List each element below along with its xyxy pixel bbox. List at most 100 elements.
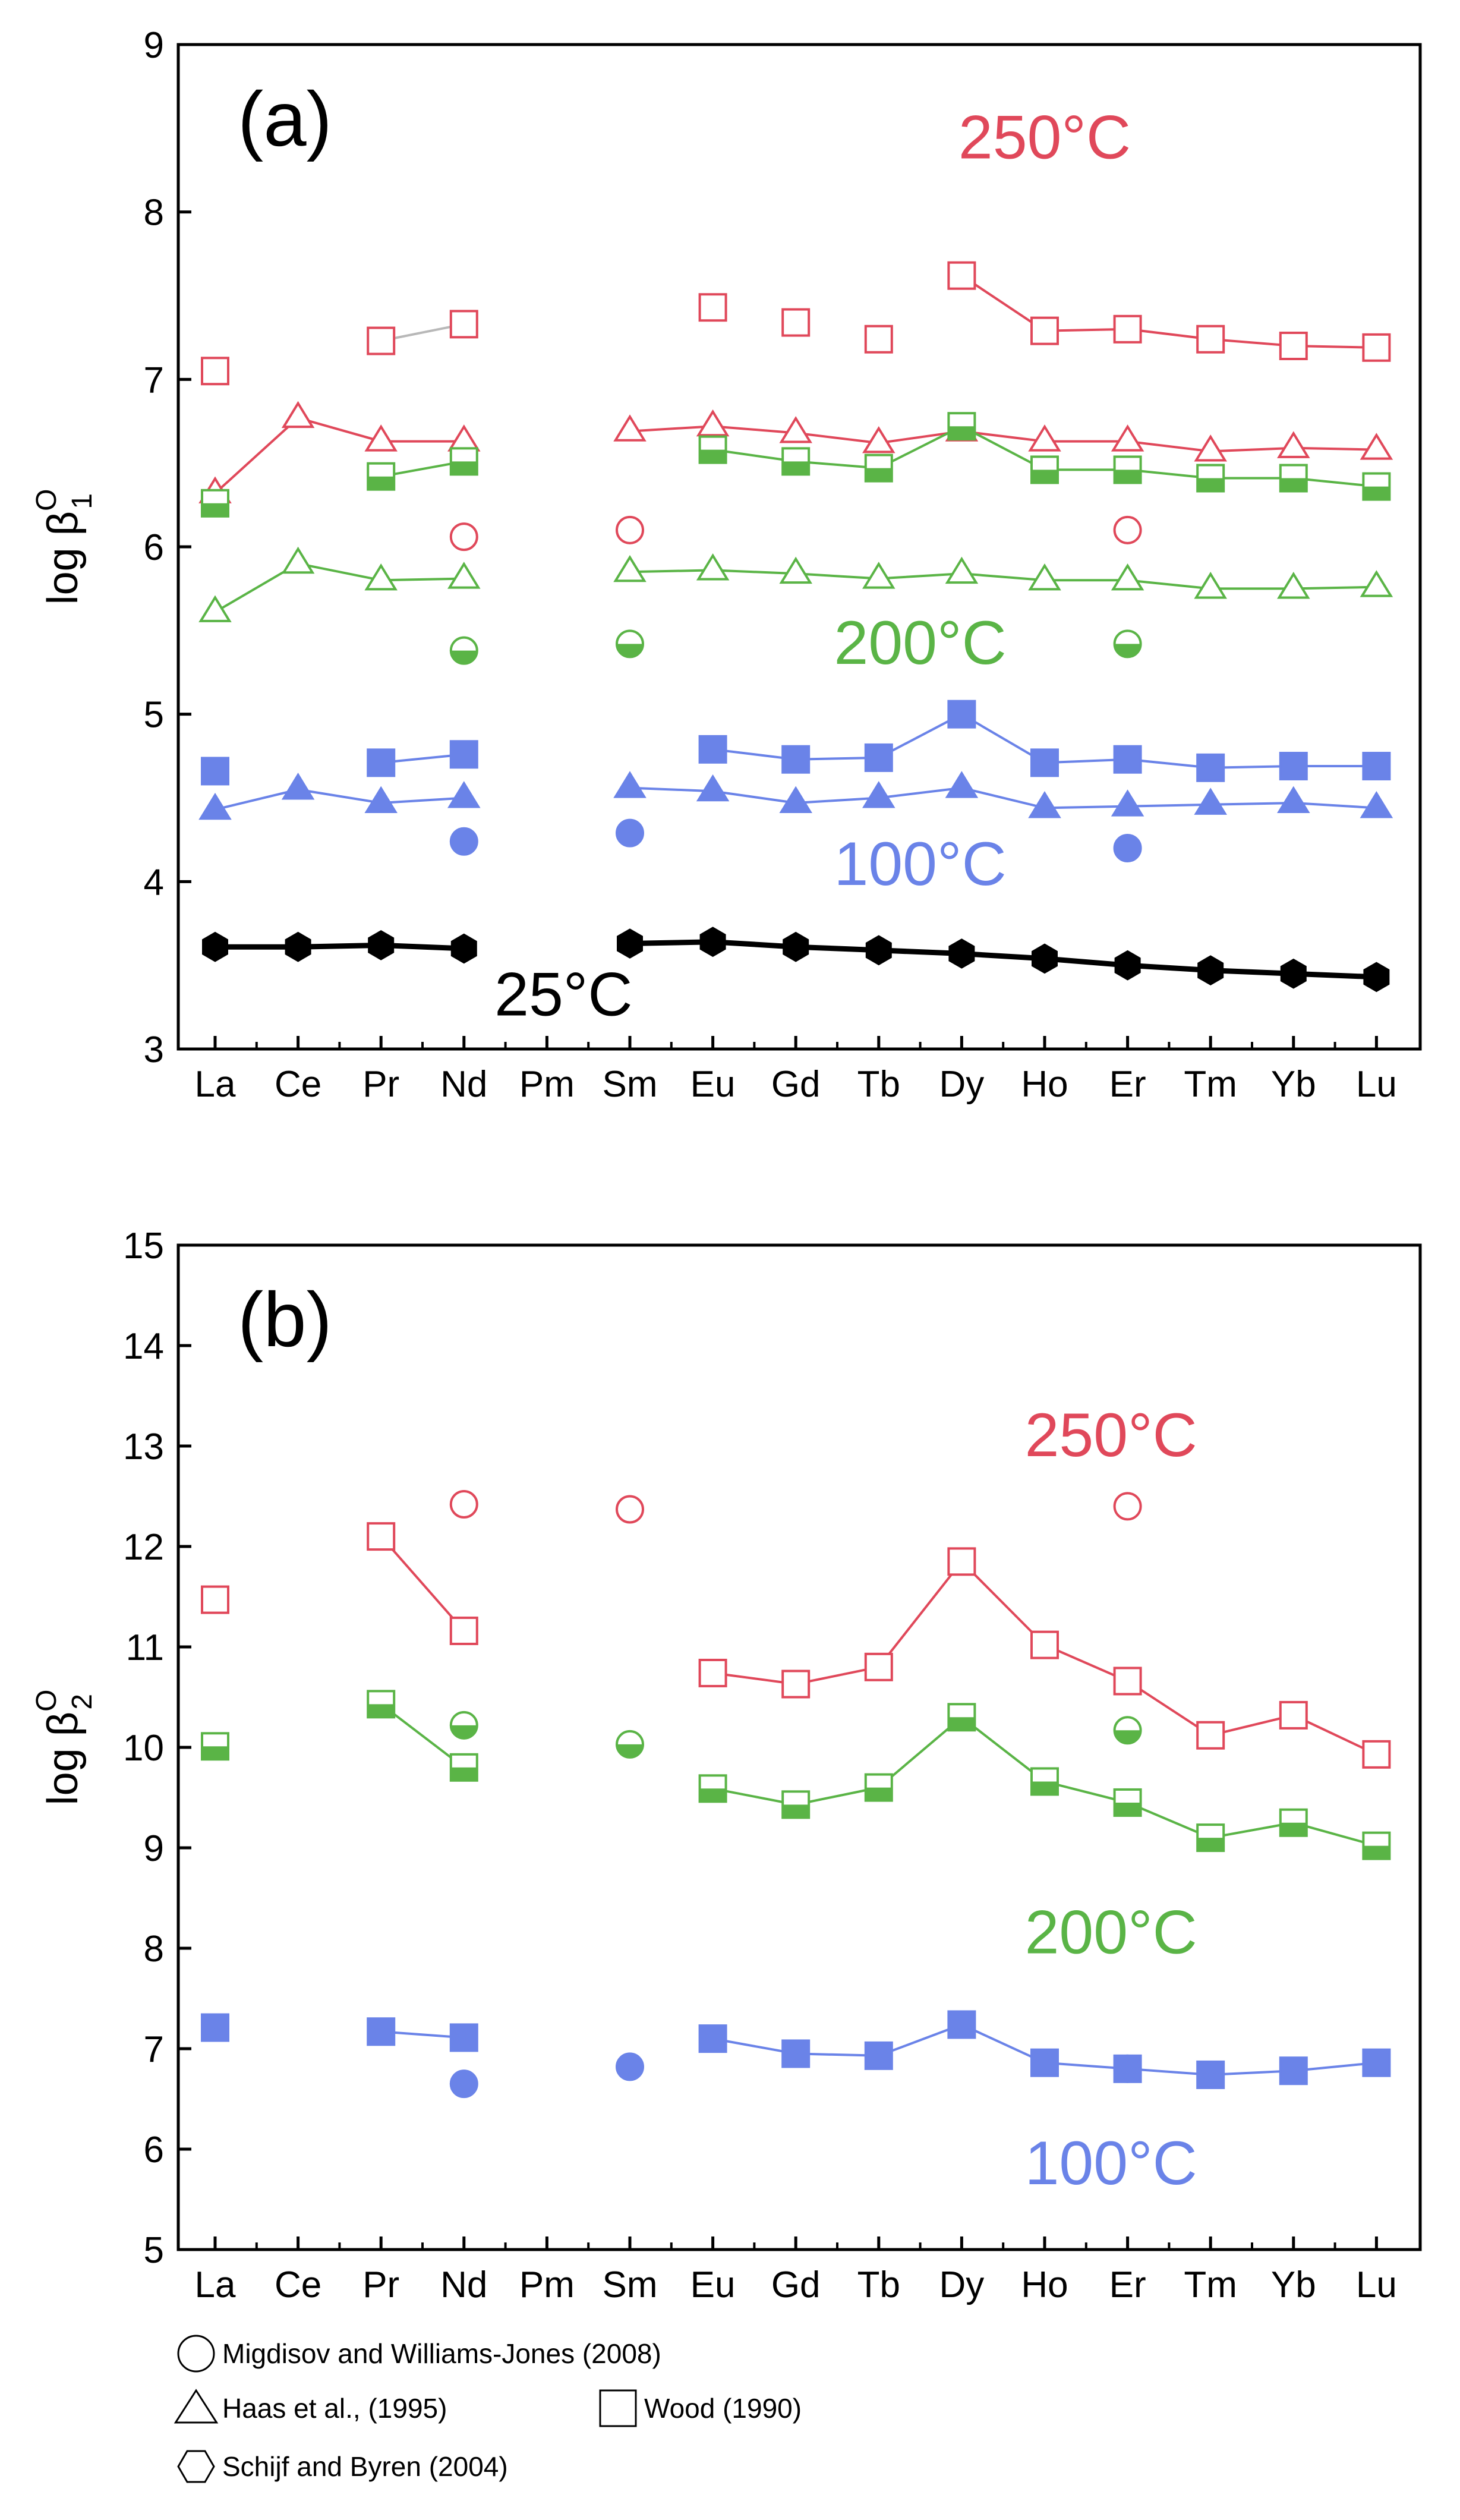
data-point-lu [1363,962,1390,993]
data-point-pr [367,1522,396,1551]
data-point-nd [447,781,481,808]
data-point-nd [449,1616,478,1645]
series-line [629,786,1377,809]
data-point-dy [947,1703,976,1732]
square-icon [599,2389,637,2427]
data-point-eu [698,435,727,464]
data-point-gd [779,416,812,443]
data-point-eu [699,927,726,957]
x-tick-label-tb: Tb [857,1064,900,1105]
temperature-label-200: 200°C [1025,1898,1197,1967]
x-tick-label-gd: Gd [771,2264,821,2305]
data-point-yb [1277,572,1310,599]
series-wood-1990-200-c [201,1690,1391,1860]
legend-label: Migdisov and Williams-Jones (2008) [222,2338,661,2369]
data-point-lu [1360,433,1393,460]
data-point-dy [945,556,979,584]
x-tick-label-pr: Pr [362,1064,399,1105]
data-point-pr [367,1690,396,1719]
legend-item-migdisov: Migdisov and Williams-Jones (2008) [177,2335,661,2373]
data-point-nd [449,310,478,339]
data-point-eu [696,774,730,802]
data-point-yb [1277,786,1310,813]
x-tick-label-lu: Lu [1356,1064,1397,1105]
data-point-gd [779,786,812,813]
data-point-er [1111,424,1144,452]
data-point-gd [779,556,812,584]
x-tick-label-ho: Ho [1021,2264,1068,2305]
data-point-er [1113,515,1142,544]
x-tick-label-pm: Pm [519,2264,575,2305]
x-tick-label-dy: Dy [939,2264,985,2305]
data-point-la [201,489,229,518]
data-point-sm [613,555,647,582]
data-point-lu [1360,791,1393,818]
legend-label: Schijf and Byren (2004) [222,2451,508,2482]
data-point-tb [865,935,892,966]
legend-label: Wood (1990) [644,2393,802,2424]
data-point-sm [616,629,644,659]
x-tick-label-er: Er [1109,1064,1146,1105]
data-point-ho [1028,563,1061,591]
legend-item-wood: Wood (1990) [599,2389,802,2427]
data-point-gd [781,1670,811,1699]
data-point-er [1113,314,1142,344]
data-point-ho [1030,455,1059,484]
data-point-nd [449,447,478,476]
data-point-sm [616,1495,644,1524]
data-point-nd [449,740,478,769]
legend: Migdisov and Williams-Jones (2008) Haas e… [174,2335,802,2483]
data-point-er [1113,1667,1142,1696]
data-point-ho [1030,1630,1059,1659]
data-point-nd [449,2023,478,2052]
data-point-er [1114,950,1141,981]
y-axis-label: log βO 2 [31,1690,98,1806]
legend-item-haas: Haas et al., (1995) [174,2389,447,2424]
data-point-pr [367,2017,396,2046]
data-point-yb [1277,431,1310,458]
x-tick-label-yb: Yb [1271,2264,1316,2305]
data-point-dy [947,412,976,441]
data-point-nd [449,1711,478,1740]
data-point-pr [367,326,396,355]
data-point-lu [1362,472,1391,501]
x-tick-label-dy: Dy [939,1064,985,1105]
x-tick-label-sm: Sm [603,1064,658,1105]
data-point-la [202,931,228,962]
x-tick-label-pr: Pr [362,2264,399,2305]
series-line [214,416,464,494]
data-point-er [1113,834,1142,862]
y-tick-label: 14 [123,1326,164,1367]
data-point-tb [864,1773,893,1802]
y-tick-label: 7 [144,360,164,401]
data-point-er [1113,455,1142,484]
temperature-label-250: 250°C [1025,1401,1197,1470]
plot-frame [176,1243,1422,2251]
data-point-tb [864,325,893,354]
data-point-ho [1030,748,1059,777]
series-schijf-and-byren-2004-25-c [202,927,1390,993]
data-point-yb [1279,1808,1308,1837]
data-point-sm [616,818,644,848]
panel-label: (a) [238,75,332,162]
x-tick-label-lu: Lu [1356,2264,1397,2305]
legend-item-schijf: Schijf and Byren (2004) [177,2450,508,2483]
series-haas-et-al-1995-100-c [198,771,1393,820]
data-point-nd [449,636,478,665]
y-tick-label: 8 [144,1929,164,1970]
data-point-la [201,757,229,786]
data-point-sm [613,771,647,798]
data-point-ho [1030,316,1059,345]
x-tick-label-nd: Nd [440,2264,487,2305]
data-point-sm [616,1730,644,1759]
data-point-pr [367,462,396,491]
x-tick-label-tm: Tm [1184,2264,1237,2305]
x-tick-label-ce: Ce [275,2264,321,2305]
data-point-eu [696,409,730,437]
series-wood-1990-200-c [201,412,1391,518]
data-point-yb [1279,751,1308,780]
data-point-eu [698,2024,727,2053]
data-point-ho [1028,791,1061,818]
y-tick-label: 7 [144,2029,164,2070]
